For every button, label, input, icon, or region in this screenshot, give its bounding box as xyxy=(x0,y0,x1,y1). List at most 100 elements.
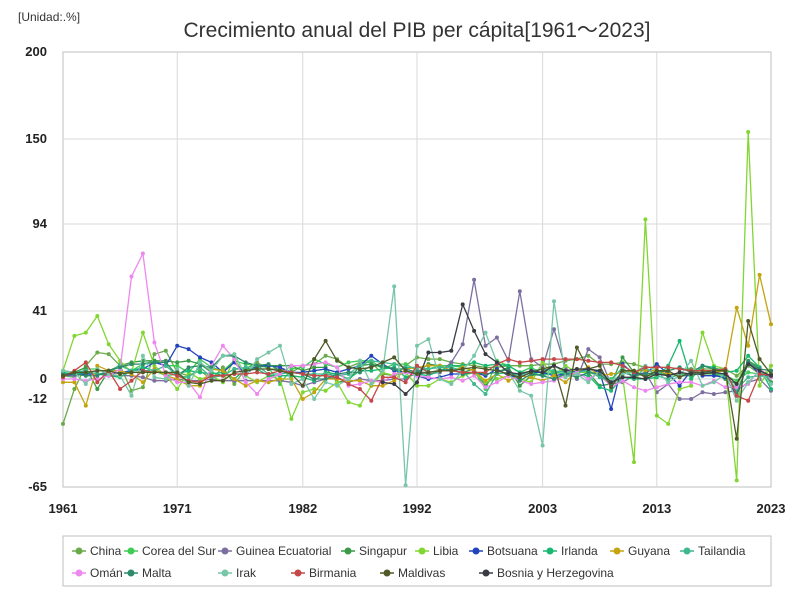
data-point xyxy=(220,353,225,358)
legend-item[interactable]: Birmania xyxy=(291,566,357,580)
data-point xyxy=(83,370,88,375)
data-point xyxy=(323,353,328,358)
legend-swatch-dot xyxy=(127,569,135,577)
data-point xyxy=(220,373,225,378)
data-point xyxy=(609,380,614,385)
legend-item[interactable]: Corea del Sur xyxy=(124,544,216,558)
data-point xyxy=(574,345,579,350)
data-point xyxy=(72,377,77,381)
data-point xyxy=(711,380,716,385)
data-point xyxy=(529,358,534,363)
data-point xyxy=(163,377,168,381)
legend-item[interactable]: Guinea Ecuatorial xyxy=(218,544,331,558)
data-point xyxy=(175,343,180,348)
data-point xyxy=(415,380,419,385)
data-point xyxy=(357,403,362,408)
data-point xyxy=(186,380,191,385)
data-point xyxy=(369,358,374,363)
data-point xyxy=(654,413,659,418)
data-point xyxy=(106,342,111,347)
data-point xyxy=(61,373,65,378)
data-point xyxy=(118,365,123,370)
data-point xyxy=(95,350,100,355)
data-point xyxy=(677,383,682,388)
legend-item[interactable]: Libia xyxy=(415,544,459,558)
data-point xyxy=(163,373,168,378)
legend-item[interactable]: China xyxy=(72,544,122,558)
data-point xyxy=(186,365,191,370)
legend-item[interactable]: Omán xyxy=(72,566,123,580)
data-point xyxy=(460,302,465,307)
legend-item[interactable]: Botsuana xyxy=(469,544,538,558)
data-point xyxy=(734,436,739,441)
data-point xyxy=(552,373,556,378)
data-point xyxy=(632,362,636,367)
legend-item[interactable]: Irak xyxy=(218,566,257,580)
data-point xyxy=(346,377,351,381)
data-point xyxy=(61,368,65,373)
data-point xyxy=(757,372,762,376)
data-point xyxy=(426,375,431,380)
data-point xyxy=(666,368,671,373)
data-point xyxy=(323,373,328,378)
data-point xyxy=(517,289,522,294)
data-point xyxy=(255,392,260,396)
legend-swatch-dot xyxy=(383,569,391,577)
legend[interactable]: China Corea del Sur Guinea Ecuatorial Singa… xyxy=(72,544,746,580)
data-point xyxy=(175,380,180,385)
chart-title: Crecimiento anual del PIB per cápita[196… xyxy=(183,19,651,42)
data-point xyxy=(654,368,659,373)
legend-swatch-dot xyxy=(75,569,83,577)
axis-ticks: -65 -12 0 41 94 150 200 1961 1971 1982 1992 2003 201… xyxy=(25,44,785,516)
data-point xyxy=(472,328,477,333)
data-point xyxy=(609,407,614,411)
data-point xyxy=(198,355,202,360)
data-point xyxy=(483,343,488,348)
data-point xyxy=(563,357,568,362)
data-point xyxy=(677,397,682,401)
data-point xyxy=(312,377,317,381)
data-point xyxy=(711,392,716,396)
data-point xyxy=(392,362,397,367)
data-point xyxy=(734,305,739,310)
data-point xyxy=(152,378,157,383)
data-point xyxy=(129,370,134,375)
data-point xyxy=(266,350,271,355)
data-point xyxy=(483,367,488,371)
data-point xyxy=(494,377,499,381)
data-point xyxy=(72,387,77,391)
data-point xyxy=(118,372,123,376)
data-point xyxy=(380,380,385,385)
data-point xyxy=(300,377,305,381)
data-point xyxy=(609,372,614,376)
legend-item[interactable]: Malta xyxy=(124,566,172,580)
legend-box xyxy=(62,535,772,587)
data-point xyxy=(335,372,340,376)
data-point xyxy=(232,377,237,381)
data-point xyxy=(643,217,648,222)
data-point xyxy=(129,378,134,383)
data-point xyxy=(300,397,305,401)
data-point xyxy=(506,357,511,362)
legend-item[interactable]: Singapur xyxy=(341,544,407,558)
data-point xyxy=(243,372,248,376)
legend-item[interactable]: Maldivas xyxy=(380,566,445,580)
data-point xyxy=(357,382,362,386)
data-point xyxy=(232,370,237,375)
data-point xyxy=(746,362,751,367)
data-point xyxy=(609,385,614,390)
data-point xyxy=(586,370,591,375)
legend-item[interactable]: Guyana xyxy=(610,544,670,558)
legend-item[interactable]: Bosnia y Herzegovina xyxy=(479,566,614,580)
data-point xyxy=(278,372,282,376)
legend-item[interactable]: Irlanda xyxy=(543,544,598,558)
data-point xyxy=(426,357,431,362)
data-point xyxy=(552,299,556,304)
data-point xyxy=(323,377,328,381)
data-point xyxy=(243,383,248,388)
data-point xyxy=(734,382,739,386)
data-point xyxy=(700,372,705,376)
legend-item[interactable]: Tailandia xyxy=(680,544,746,558)
data-point xyxy=(529,368,534,373)
